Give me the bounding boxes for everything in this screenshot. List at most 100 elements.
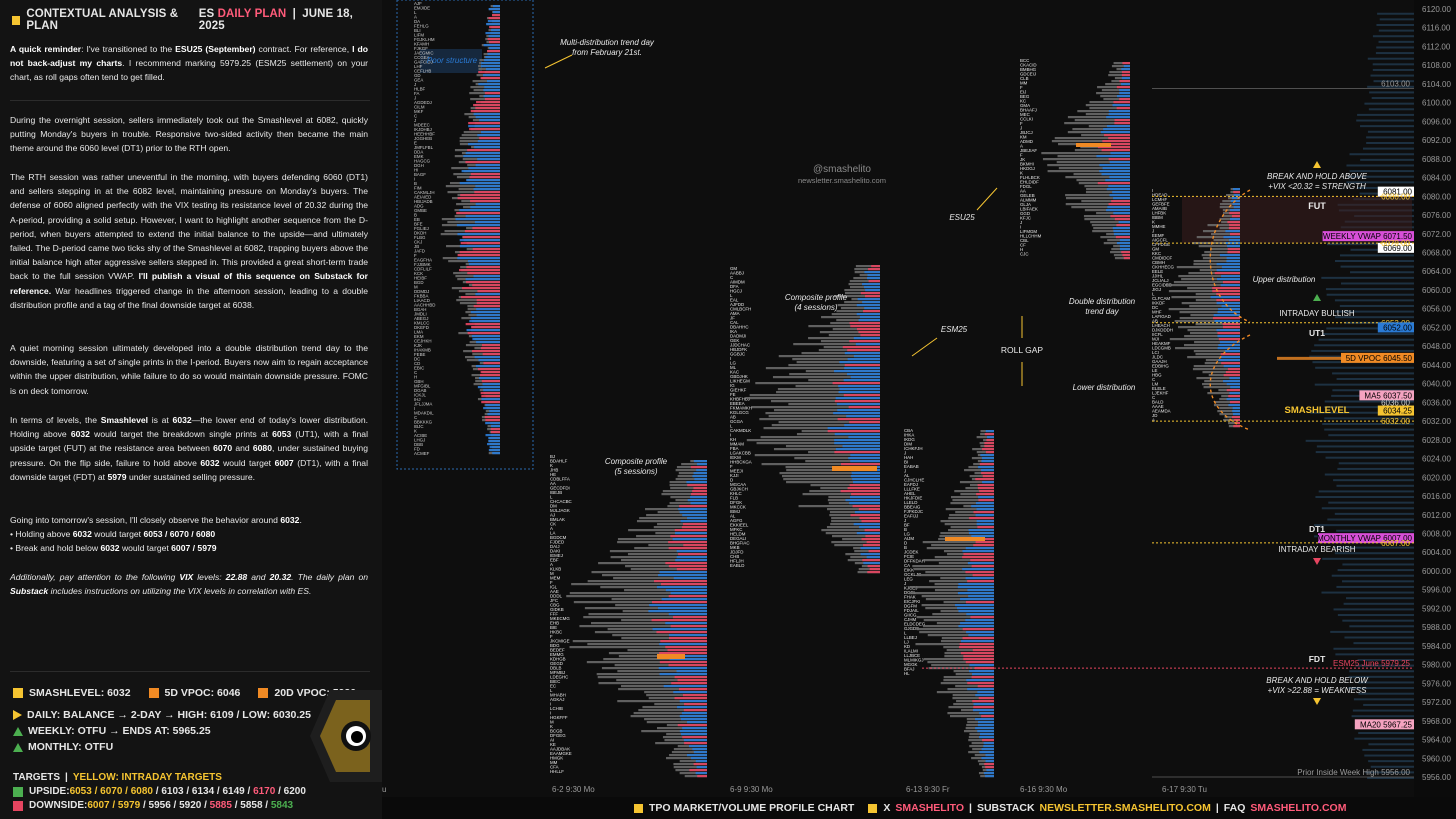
volume-bar: [1220, 353, 1240, 356]
tpo-letters: MFGIBL: [414, 384, 431, 389]
volume-bar: [1227, 368, 1240, 371]
volume-bar: [770, 400, 880, 403]
composite-volume-bar: [1324, 473, 1414, 476]
volume-bar: [855, 343, 880, 346]
tpo-letters: L: [1152, 292, 1155, 297]
volume-bar: [1076, 179, 1130, 182]
tpo-letters: CHCACBC: [550, 499, 572, 504]
tpo-letters: CK: [550, 522, 556, 527]
volume-bar: [482, 74, 500, 77]
right-triangle-icon: [13, 710, 22, 720]
tpo-letters: LCMHF: [1152, 197, 1167, 202]
volume-bar: [972, 649, 994, 652]
volume-bar: [480, 347, 500, 350]
footer-substack: SUBSTACK: [976, 802, 1035, 814]
chart-annotation: FDT: [1309, 654, 1326, 664]
volume-bar: [981, 715, 994, 718]
y-tick-label: 6024.00: [1422, 455, 1451, 464]
volume-bar: [1089, 107, 1130, 110]
volume-bar: [690, 502, 707, 505]
composite-volume-bar: [1337, 569, 1414, 572]
tpo-letters: BFE: [414, 222, 423, 227]
volume-bar: [1103, 98, 1130, 101]
volume-bar: [1217, 332, 1240, 335]
tpo-letters: FLHLBCK: [1020, 175, 1040, 180]
volume-bar: [1105, 179, 1130, 182]
composite-volume-bar: [1335, 316, 1414, 319]
tpo-letters: JIGJ: [1152, 287, 1161, 292]
volume-bar: [855, 265, 880, 268]
chart-annotation: +VIX <20.32 = STRENGTH: [1268, 182, 1366, 191]
volume-bar: [465, 152, 500, 155]
volume-bar: [781, 475, 880, 478]
tpo-letters: GIICG: [904, 613, 917, 618]
volume-bar: [487, 413, 500, 416]
volume-bar: [690, 496, 707, 499]
volume-bar: [1227, 245, 1240, 248]
volume-bar: [646, 721, 707, 724]
chart-annotation: INTRADAY BULLISH: [1279, 309, 1355, 318]
tpo-letters: J: [904, 581, 906, 586]
volume-bar: [1219, 218, 1240, 221]
tpo-letters: DBLB: [550, 666, 562, 671]
volume-bar: [856, 328, 880, 331]
down-triangle-icon: [1313, 558, 1321, 565]
level-badge: [1354, 719, 1414, 730]
volume-bar: [795, 385, 880, 388]
volume-bar: [489, 47, 500, 50]
para2-t1: The RTH session was rather uneventful in…: [10, 172, 368, 282]
composite-volume-bar: [1315, 366, 1414, 369]
volume-bar: [1093, 227, 1130, 230]
volume-bar: [465, 161, 500, 164]
tpo-letters: FLBG: [414, 235, 426, 240]
volume-bar: [979, 736, 994, 739]
volume-bar: [1196, 377, 1240, 380]
para5-l2c: would target: [119, 543, 172, 554]
volume-bar: [1189, 305, 1240, 308]
volume-bar: [475, 293, 500, 296]
tpo-letters: AGKAJ: [550, 697, 564, 702]
tpo-letters: GLJA: [1020, 202, 1031, 207]
volume-bar: [981, 757, 994, 760]
volume-bar: [681, 712, 707, 715]
tpo-letters: AA: [550, 481, 556, 486]
tpo-letters: CHB: [730, 554, 739, 559]
volume-bar: [1228, 404, 1240, 407]
tpo-letters: EBEEA: [730, 401, 745, 406]
chart-area[interactable]: 5956.00 5960.00 5964.00 5968.00 5972.00 5976.…: [382, 0, 1456, 819]
volume-bar: [844, 364, 880, 367]
volume-bar: [1214, 401, 1240, 404]
tpo-letters: HMGK: [550, 756, 563, 761]
volume-bar: [970, 616, 994, 619]
composite-volume-bar: [1378, 29, 1414, 32]
volume-bar: [860, 547, 880, 550]
footer-handle[interactable]: SMASHELITO: [895, 802, 965, 814]
footer-newsletter-link[interactable]: NEWSLETTER.SMASHELITO.COM: [1039, 802, 1211, 814]
volume-bar: [646, 694, 707, 697]
tpo-letters: LCHIB: [550, 706, 563, 711]
volume-bar: [838, 391, 880, 394]
volume-bar: [475, 185, 500, 188]
volume-bar: [1203, 386, 1240, 389]
tpo-chart[interactable]: 5956.005960.005964.005968.005972.005976.…: [382, 0, 1456, 797]
left-panel: CONTEXTUAL ANALYSIS & PLAN ES DAILY PLAN…: [0, 0, 382, 819]
volume-bar: [831, 313, 880, 316]
tpo-letters: DC: [1152, 305, 1158, 310]
tpo-letters: CKHHECG: [1152, 265, 1175, 270]
y-tick-label: 6044.00: [1422, 361, 1451, 370]
tpo-letters: ACMEF: [414, 451, 430, 456]
composite-volume-bar: [1367, 85, 1414, 88]
header-symbol: ES: [198, 8, 215, 20]
footer-site-link[interactable]: SMASHELITO.COM: [1250, 802, 1347, 814]
volume-bar: [686, 481, 707, 484]
volume-bar: [871, 265, 880, 268]
volume-bar: [1213, 314, 1240, 317]
volume-bar: [973, 511, 994, 514]
tpo-letters: HEIBF: [414, 276, 427, 281]
tpo-letters: LLBEJ: [904, 635, 917, 640]
volume-bar: [962, 556, 994, 559]
tpo-letters: ALMMM: [1020, 198, 1037, 203]
tpo-letters: JKCMIGE: [550, 639, 570, 644]
volume-bar: [630, 568, 707, 571]
volume-bar: [694, 478, 707, 481]
